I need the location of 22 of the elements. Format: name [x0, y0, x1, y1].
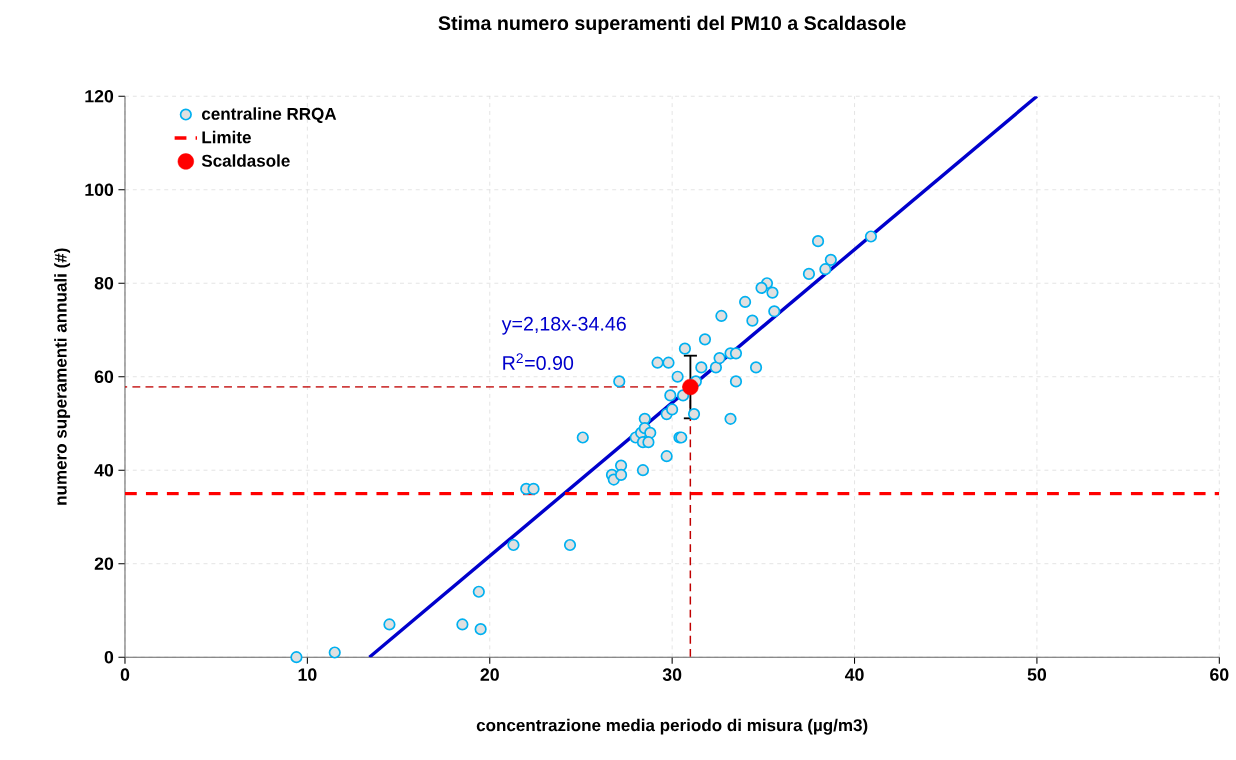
legend-label: Limite: [202, 130, 251, 144]
y-tick-label: 120: [85, 89, 114, 103]
y-axis-title: numero superamenti annuali (#): [54, 248, 71, 505]
y-tick-label: 80: [94, 276, 114, 290]
x-tick-label: 0: [120, 668, 130, 681]
x-tick-label: 20: [480, 668, 499, 681]
legend-label: centraline RRQA: [201, 107, 337, 123]
x-tick-label: 30: [662, 668, 682, 681]
legend-label: Scaldasole: [201, 154, 290, 167]
annotation: R$^{2}$=0.90: [503, 353, 574, 370]
y-tick-label: 20: [94, 557, 114, 570]
x-tick-label: 60: [1210, 668, 1229, 681]
y-tick-label: 100: [85, 183, 114, 196]
x-axis-title: concentrazione media periodo di misura (µg/m3): [476, 718, 868, 735]
y-tick-label: 0: [104, 650, 114, 664]
x-tick-label: 50: [1027, 668, 1047, 681]
chart-title: Stima numero superamenti del PM10 a Scaldasole: [438, 15, 906, 34]
x-tick-label: 10: [298, 668, 317, 681]
y-tick-label: 40: [94, 463, 114, 477]
x-tick-label: 40: [844, 668, 864, 681]
y-tick-label: 60: [94, 370, 114, 383]
annotation: y=2,18x-34.46: [501, 316, 626, 335]
